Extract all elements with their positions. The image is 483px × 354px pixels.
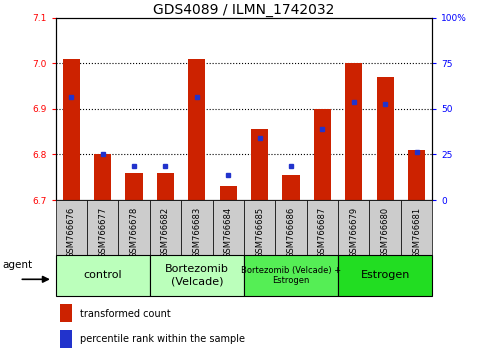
Text: GSM766687: GSM766687 <box>318 207 327 258</box>
Text: GSM766678: GSM766678 <box>129 207 139 258</box>
Text: Bortezomib
(Velcade): Bortezomib (Velcade) <box>165 264 229 286</box>
Bar <box>345 63 362 200</box>
Title: GDS4089 / ILMN_1742032: GDS4089 / ILMN_1742032 <box>153 3 335 17</box>
Bar <box>56 255 150 296</box>
Text: Bortezomib (Velcade) +
Estrogen: Bortezomib (Velcade) + Estrogen <box>241 266 341 285</box>
Bar <box>157 173 174 200</box>
Bar <box>188 59 205 200</box>
Bar <box>244 200 275 255</box>
Bar <box>244 255 338 296</box>
Text: GSM766686: GSM766686 <box>286 207 296 258</box>
Bar <box>220 186 237 200</box>
Text: agent: agent <box>3 260 33 270</box>
Text: control: control <box>84 270 122 280</box>
Bar <box>275 200 307 255</box>
Bar <box>87 200 118 255</box>
Text: GSM766680: GSM766680 <box>381 207 390 258</box>
Bar <box>150 200 181 255</box>
Bar <box>213 200 244 255</box>
Bar <box>60 304 72 322</box>
Text: GSM766683: GSM766683 <box>192 207 201 258</box>
Bar <box>56 200 87 255</box>
Bar <box>126 173 142 200</box>
Bar <box>283 175 299 200</box>
Bar <box>314 109 331 200</box>
Text: Estrogen: Estrogen <box>360 270 410 280</box>
Bar <box>338 255 432 296</box>
Bar <box>307 200 338 255</box>
Bar <box>251 129 268 200</box>
Bar <box>181 200 213 255</box>
Bar <box>401 200 432 255</box>
Text: GSM766684: GSM766684 <box>224 207 233 258</box>
Bar <box>369 200 401 255</box>
Bar <box>94 154 111 200</box>
Bar <box>408 150 425 200</box>
Text: GSM766682: GSM766682 <box>161 207 170 258</box>
Text: percentile rank within the sample: percentile rank within the sample <box>80 334 245 344</box>
Bar <box>377 77 394 200</box>
Bar <box>63 59 80 200</box>
Text: GSM766679: GSM766679 <box>349 207 358 258</box>
Bar <box>338 200 369 255</box>
Bar <box>118 200 150 255</box>
Text: GSM766676: GSM766676 <box>67 207 76 258</box>
Text: GSM766681: GSM766681 <box>412 207 421 258</box>
Bar <box>150 255 244 296</box>
Text: transformed count: transformed count <box>80 308 170 319</box>
Bar <box>60 330 72 348</box>
Text: GSM766685: GSM766685 <box>255 207 264 258</box>
Text: GSM766677: GSM766677 <box>98 207 107 258</box>
